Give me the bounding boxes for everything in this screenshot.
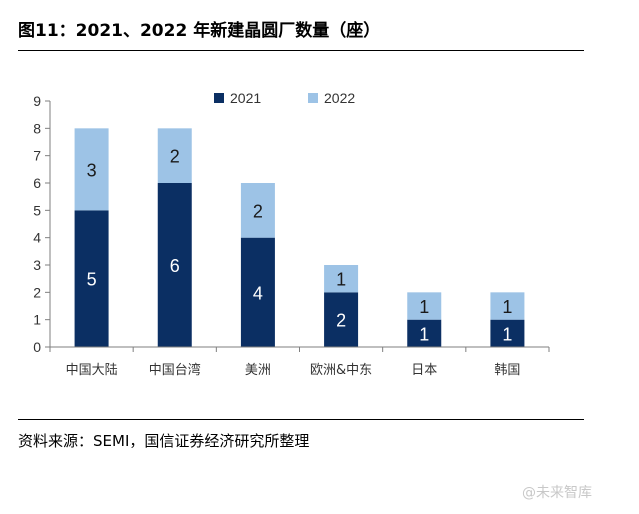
x-tick-label: 日本	[411, 363, 437, 378]
data-label: 1	[502, 297, 512, 317]
y-tick-label: 3	[33, 257, 41, 273]
data-label: 2	[253, 201, 263, 221]
data-label: 5	[87, 270, 97, 290]
data-label: 1	[502, 324, 512, 344]
bar-segment-2022	[74, 128, 109, 211]
data-label: 2	[336, 311, 346, 331]
y-tick-label: 2	[33, 284, 41, 300]
data-label: 1	[419, 324, 429, 344]
x-tick-label: 中国大陆	[66, 362, 118, 378]
bar-segment-2022	[157, 128, 192, 183]
y-tick-label: 5	[33, 202, 41, 218]
y-tick-label: 6	[33, 175, 41, 191]
bar-segment-2022	[240, 183, 275, 238]
legend-label: 2022	[324, 90, 355, 106]
chart-title: 图11：2021、2022 年新建晶圆厂数量（座）	[18, 21, 381, 41]
x-tick-label: 中国台湾	[149, 362, 201, 378]
legend: 2021 2022	[214, 90, 355, 106]
data-label: 4	[253, 283, 263, 303]
data-label: 1	[419, 297, 429, 317]
watermark: @未来智库	[522, 485, 592, 501]
bar-segment-2022	[490, 292, 525, 320]
data-label: 3	[87, 160, 97, 180]
data-label: 1	[336, 270, 346, 290]
y-tick-label: 1	[33, 312, 41, 328]
source-divider	[18, 419, 584, 420]
bar-segment-2021	[407, 319, 442, 347]
bar-segment-2021	[74, 210, 109, 347]
legend-swatch-2022	[308, 93, 318, 103]
y-axis: 0 1 2 3 4 5 6 7 8 9	[33, 93, 51, 355]
x-tick-label: 欧洲&中东	[310, 363, 372, 378]
bar-segment-2021	[324, 292, 359, 347]
bar-segment-2022	[324, 265, 359, 293]
legend-label: 2021	[230, 90, 261, 106]
bar-segment-2021	[157, 183, 192, 347]
source-note: 资料来源：SEMI，国信证券经济研究所整理	[18, 432, 310, 450]
bars-group: 5 3 6 2 4 2 2 1 1 1 1 1	[74, 128, 525, 347]
y-tick-label: 4	[33, 230, 41, 246]
bar-segment-2022	[407, 292, 442, 320]
bar-segment-2021	[490, 319, 525, 347]
x-tick-label: 韩国	[494, 363, 520, 378]
x-axis: 中国大陆 中国台湾 美洲 欧洲&中东 日本 韩国	[49, 346, 550, 378]
y-tick-label: 0	[33, 339, 41, 355]
legend-swatch-2021	[214, 93, 224, 103]
y-tick-label: 7	[33, 148, 41, 164]
x-tick-label: 美洲	[245, 363, 271, 378]
title-divider	[18, 50, 584, 51]
y-tick-label: 8	[33, 120, 41, 136]
y-tick-label: 9	[33, 93, 41, 109]
data-label: 6	[170, 256, 180, 276]
bar-segment-2021	[240, 237, 275, 347]
data-label: 2	[170, 147, 180, 167]
stacked-bar-chart: 0 1 2 3 4 5 6 7 8 9 5 3 6 2 4 2 2 1 1 1 1 1 中国大陆 中国台湾 美洲 欧洲&中东 日…	[33, 90, 550, 378]
